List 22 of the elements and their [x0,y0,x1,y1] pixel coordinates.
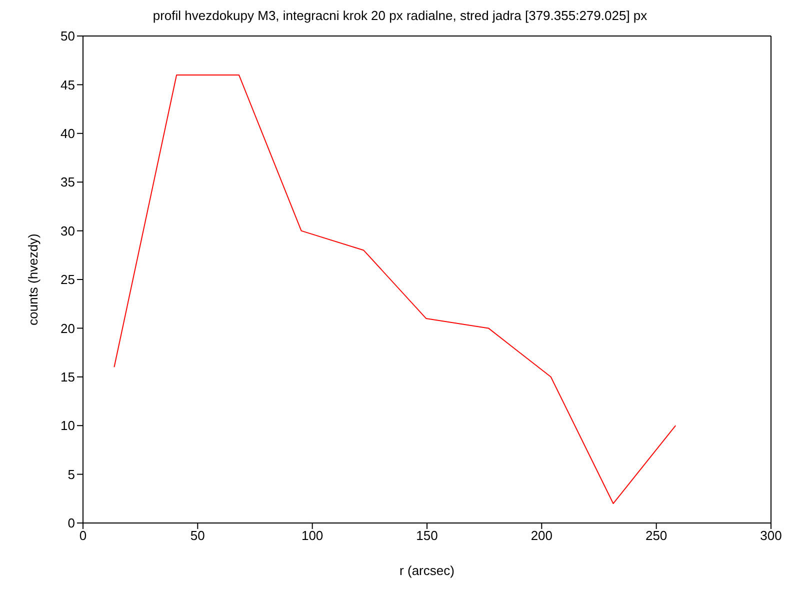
y-tick-label: 5 [68,466,75,482]
y-tick-label: 10 [60,418,75,434]
x-tick-label: 200 [530,528,553,544]
y-tick-label: 45 [60,77,75,92]
y-axis-title: counts (hvezdy) [26,234,41,326]
y-tick-label: 20 [60,320,75,336]
y-tick-label: 50 [60,28,75,44]
line-series [114,74,676,504]
x-tick-label: 50 [190,528,205,544]
x-tick-label: 100 [301,528,324,544]
y-tick-label: 30 [60,223,75,238]
y-tick-label: 25 [60,272,75,288]
chart-title: profil hvezdokupy M3, integracni krok 20 px radialne, stred jadra [379.355:279.025] px [152,8,648,23]
y-tick-label: 40 [60,126,75,142]
x-tick-label: 250 [645,528,668,544]
x-tick-label: 0 [79,528,87,544]
y-tick-label: 15 [60,370,75,385]
x-tick-label: 150 [416,528,438,544]
y-tick-label: 0 [68,516,75,531]
x-axis-title: r (arcsec) [400,563,454,578]
x-tick-label: 300 [760,528,782,544]
y-tick-label: 35 [60,174,75,190]
